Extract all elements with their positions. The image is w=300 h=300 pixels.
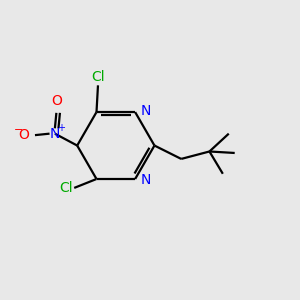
Text: Cl: Cl bbox=[59, 181, 73, 195]
Text: +: + bbox=[57, 123, 65, 133]
Text: N: N bbox=[140, 173, 151, 188]
Text: O: O bbox=[18, 128, 29, 142]
Text: −: − bbox=[14, 125, 23, 135]
Text: Cl: Cl bbox=[91, 70, 105, 84]
Text: N: N bbox=[50, 127, 60, 141]
Text: O: O bbox=[51, 94, 62, 108]
Text: N: N bbox=[140, 103, 151, 118]
